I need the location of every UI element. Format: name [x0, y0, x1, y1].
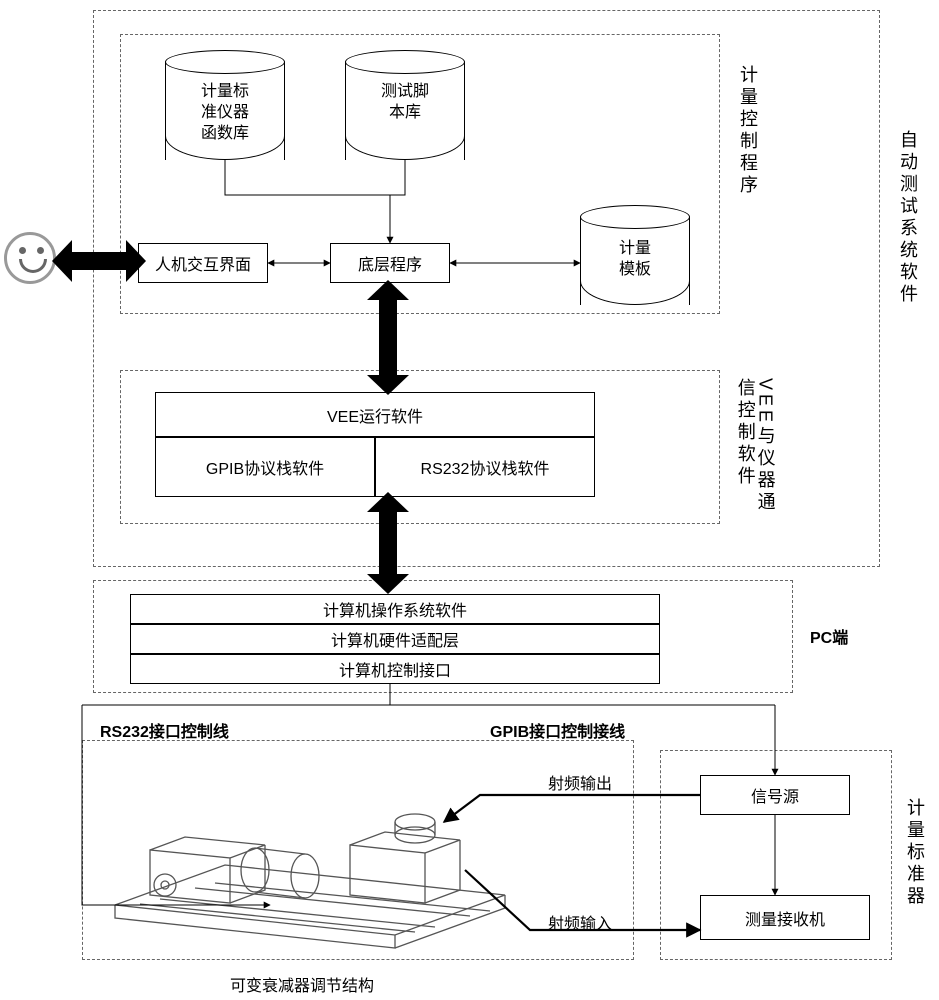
label-metrology-std: 计量标准器: [902, 798, 928, 908]
label-rs232-line: RS232接口控制线: [100, 718, 229, 742]
cyl-template-text: 计量 模板: [580, 239, 690, 281]
label-gpib-line: GPIB接口控制接线: [490, 718, 625, 742]
cyl-script-lib-text: 测试脚 本库: [345, 82, 465, 124]
label-auto-test-sw: 自动测试系统软件: [895, 130, 921, 306]
cyl-template: 计量 模板: [580, 205, 690, 305]
canvas: 自动测试系统软件 计量控制程序 计量标 准仪器 函数库 测试脚 本库 计量 模板…: [0, 0, 939, 1000]
box-base-prog: 底层程序: [330, 243, 450, 283]
label-rf-out: 射频输出: [548, 770, 612, 794]
box-rs232-stack: RS232协议栈软件: [375, 437, 595, 497]
label-rf-in: 射频输入: [548, 910, 612, 934]
cyl-script-lib: 测试脚 本库: [345, 50, 465, 160]
box-vee-run: VEE运行软件: [155, 392, 595, 437]
box-sig-src: 信号源: [700, 775, 850, 815]
cyl-func-lib: 计量标 准仪器 函数库: [165, 50, 285, 160]
box-ctrl-if: 计算机控制接口: [130, 654, 660, 684]
box-receiver: 测量接收机: [700, 895, 870, 940]
label-pc: PC端: [810, 624, 848, 648]
attenuator-drawing: [95, 755, 525, 955]
label-vee-comm: VEE与仪器通信控制软件: [735, 378, 775, 528]
smiley-icon: [4, 232, 56, 284]
box-hmi: 人机交互界面: [138, 243, 268, 283]
box-hal: 计算机硬件适配层: [130, 624, 660, 654]
cyl-func-lib-text: 计量标 准仪器 函数库: [165, 82, 285, 144]
box-gpib-stack: GPIB协议栈软件: [155, 437, 375, 497]
label-attenuator: 可变衰减器调节结构: [230, 972, 374, 996]
box-os: 计算机操作系统软件: [130, 594, 660, 624]
label-metrology-program: 计量控制程序: [735, 65, 761, 197]
